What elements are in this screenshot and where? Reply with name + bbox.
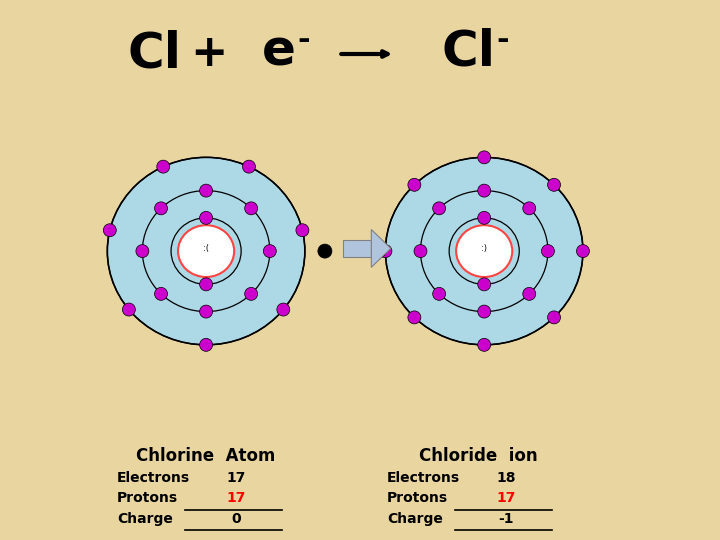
Circle shape: [243, 160, 256, 173]
Text: Electrons: Electrons: [387, 471, 460, 485]
Circle shape: [157, 160, 170, 173]
Text: -: -: [497, 26, 510, 55]
Circle shape: [122, 303, 135, 316]
Text: :): :): [481, 244, 487, 253]
Circle shape: [547, 311, 560, 324]
Circle shape: [245, 287, 258, 300]
FancyBboxPatch shape: [343, 240, 372, 257]
Polygon shape: [372, 230, 391, 267]
Circle shape: [199, 184, 212, 197]
Text: Chloride  ion: Chloride ion: [420, 447, 538, 465]
Circle shape: [379, 245, 392, 258]
Ellipse shape: [456, 225, 513, 277]
Circle shape: [199, 305, 212, 318]
Circle shape: [372, 244, 386, 258]
Ellipse shape: [385, 157, 583, 345]
Text: :(: :(: [203, 244, 209, 253]
Circle shape: [414, 245, 427, 258]
Text: 17: 17: [226, 471, 246, 485]
Circle shape: [478, 278, 491, 291]
Text: e: e: [262, 28, 296, 75]
Circle shape: [523, 202, 536, 215]
Text: 18: 18: [496, 471, 516, 485]
Text: Charge: Charge: [387, 512, 443, 526]
Text: Cl: Cl: [441, 28, 495, 75]
Ellipse shape: [107, 157, 305, 345]
Circle shape: [136, 245, 149, 258]
Circle shape: [478, 339, 491, 352]
Circle shape: [478, 151, 491, 164]
Circle shape: [318, 244, 332, 258]
Circle shape: [264, 245, 276, 258]
Text: 0: 0: [231, 512, 240, 526]
Text: 17: 17: [496, 491, 516, 505]
Circle shape: [408, 311, 421, 324]
Text: Cl: Cl: [128, 30, 181, 78]
Text: Protons: Protons: [117, 491, 178, 505]
Circle shape: [577, 245, 590, 258]
Circle shape: [547, 178, 560, 191]
Circle shape: [245, 202, 258, 215]
Text: Electrons: Electrons: [117, 471, 190, 485]
Circle shape: [276, 303, 289, 316]
Circle shape: [523, 287, 536, 300]
Circle shape: [408, 178, 421, 191]
Circle shape: [478, 211, 491, 224]
Text: -: -: [297, 26, 310, 55]
Text: Chlorine  Atom: Chlorine Atom: [136, 447, 276, 465]
Text: -1: -1: [498, 512, 513, 526]
Circle shape: [199, 211, 212, 224]
Circle shape: [199, 339, 212, 352]
Circle shape: [155, 202, 168, 215]
Circle shape: [541, 245, 554, 258]
Circle shape: [199, 278, 212, 291]
Circle shape: [155, 287, 168, 300]
Text: +: +: [190, 32, 228, 76]
Circle shape: [478, 305, 491, 318]
Circle shape: [433, 287, 446, 300]
Circle shape: [104, 224, 117, 237]
Circle shape: [296, 224, 309, 237]
Circle shape: [478, 184, 491, 197]
Text: Protons: Protons: [387, 491, 448, 505]
Ellipse shape: [178, 225, 234, 277]
Text: Charge: Charge: [117, 512, 173, 526]
Text: 17: 17: [226, 491, 246, 505]
Circle shape: [433, 202, 446, 215]
